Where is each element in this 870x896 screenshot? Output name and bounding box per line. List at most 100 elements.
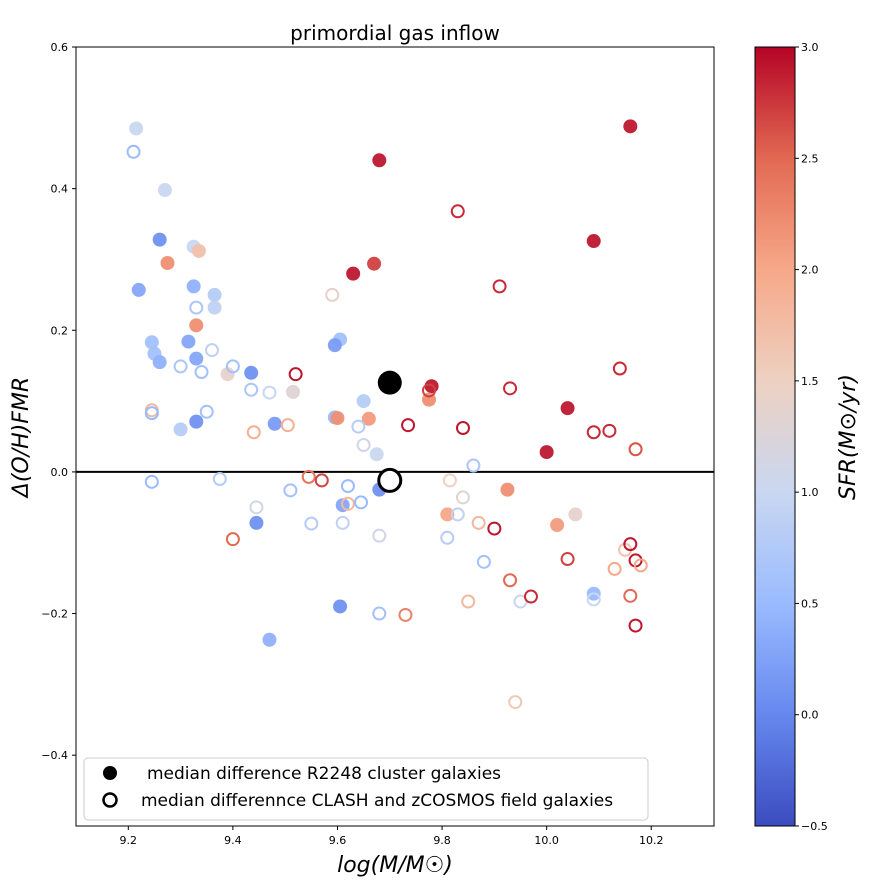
median-cluster-marker: [377, 370, 402, 395]
colorbar-tick-label: 1.5: [801, 375, 819, 388]
field-galaxy-point: [372, 606, 387, 621]
field-galaxy-point: [471, 515, 486, 530]
cluster-galaxy-point: [333, 599, 348, 614]
field-galaxy-point: [340, 479, 355, 494]
legend-marker-filled: [103, 766, 117, 780]
legend-box: [83, 757, 649, 821]
field-galaxy-point: [173, 359, 188, 374]
colorbar-tick-label: −0.5: [801, 820, 828, 833]
cluster-galaxy-point: [440, 507, 455, 522]
cluster-galaxy-point: [186, 279, 201, 294]
y-tick-label: −0.4: [41, 749, 68, 762]
field-galaxy-point: [586, 425, 601, 440]
field-galaxy-point: [325, 287, 340, 302]
field-galaxy-point: [508, 695, 523, 710]
field-galaxy-point: [612, 361, 627, 376]
field-galaxy-point: [503, 573, 518, 588]
cluster-galaxy-point: [500, 482, 515, 497]
field-galaxy-point: [351, 419, 366, 434]
field-galaxy-point: [225, 532, 240, 547]
field-galaxy-point: [225, 359, 240, 374]
cluster-galaxy-point: [191, 243, 206, 258]
median-field-marker: [377, 467, 403, 493]
cluster-galaxy-point: [286, 384, 301, 399]
field-galaxy-point: [607, 561, 622, 576]
field-galaxy-point: [262, 385, 277, 400]
colorbar-tick-label: 1.0: [801, 486, 819, 499]
field-galaxy-point: [623, 588, 638, 603]
cluster-galaxy-point: [249, 515, 264, 530]
field-galaxy-point: [249, 500, 264, 515]
legend-label-field: median differennce CLASH and zCOSMOS fie…: [141, 791, 613, 811]
field-galaxy-point: [314, 473, 329, 488]
colorbar-label: SFR(M⊙/yr): [836, 374, 861, 500]
field-galaxy-point: [450, 204, 465, 219]
cluster-galaxy-point: [220, 367, 235, 382]
field-galaxy-point: [204, 343, 219, 358]
cluster-galaxy-point: [550, 518, 565, 533]
field-galaxy-point: [126, 144, 141, 159]
field-galaxy-point: [144, 474, 159, 489]
field-galaxy-point: [356, 437, 371, 452]
cluster-galaxy-point: [346, 266, 361, 281]
field-galaxy-point: [280, 418, 295, 433]
cluster-galaxy-point: [560, 401, 575, 416]
field-galaxy-point: [194, 365, 209, 380]
cluster-galaxy-point: [623, 119, 638, 134]
field-galaxy-point: [455, 490, 470, 505]
cluster-galaxy-point: [189, 318, 204, 333]
cluster-galaxy-point: [367, 256, 382, 271]
chart-title: primordial gas inflow: [290, 21, 500, 45]
field-galaxy-point: [461, 594, 476, 609]
cluster-galaxy-point: [207, 300, 222, 315]
cluster-galaxy-point: [539, 445, 554, 460]
cluster-galaxy-point: [144, 335, 159, 350]
field-galaxy-point: [623, 537, 638, 552]
cluster-galaxy-point: [327, 338, 342, 353]
field-galaxy-point: [628, 618, 643, 633]
y-tick-label: 0.6: [51, 41, 69, 54]
plot-area: [76, 47, 714, 826]
field-galaxy-point: [283, 483, 298, 498]
field-galaxy-point: [189, 300, 204, 315]
legend-marker-open: [102, 792, 118, 808]
field-galaxy-point: [466, 458, 481, 473]
colorbar: [754, 46, 796, 827]
field-galaxy-point: [492, 279, 507, 294]
cluster-galaxy-point: [189, 351, 204, 366]
y-tick-label: 0.2: [51, 324, 69, 337]
field-galaxy-point: [144, 406, 159, 421]
cluster-galaxy-point: [267, 416, 282, 431]
cluster-galaxy-point: [157, 183, 172, 198]
field-galaxy-point: [340, 496, 355, 511]
y-tick-label: −0.2: [41, 608, 68, 621]
field-galaxy-point: [244, 382, 259, 397]
x-tick-label: 9.6: [329, 834, 347, 847]
field-galaxy-point: [354, 495, 369, 510]
legend: median difference R2248 cluster galaxies…: [83, 757, 649, 821]
legend-label-cluster: median difference R2248 cluster galaxies: [147, 764, 501, 784]
x-tick-label: 9.2: [120, 834, 138, 847]
cluster-galaxy-point: [173, 422, 188, 437]
x-tick-label: 9.4: [224, 834, 242, 847]
field-galaxy-point: [503, 381, 518, 396]
cluster-galaxy-point: [586, 234, 601, 249]
cluster-galaxy-point: [131, 282, 146, 297]
field-galaxy-point: [212, 471, 227, 486]
x-tick-label: 10.2: [639, 834, 664, 847]
x-tick-label: 10.0: [534, 834, 559, 847]
field-galaxy-point: [628, 442, 643, 457]
field-galaxy-point: [450, 507, 465, 522]
cluster-galaxy-point: [361, 411, 376, 426]
cluster-galaxy-point: [568, 507, 583, 522]
field-galaxy-point: [633, 558, 648, 573]
x-axis-label: log(M/M☉): [337, 853, 453, 878]
cluster-galaxy-point: [152, 355, 167, 370]
field-galaxy-point: [199, 404, 214, 419]
field-galaxy-point: [602, 423, 617, 438]
x-tick-label: 9.8: [433, 834, 451, 847]
field-galaxy-point: [440, 530, 455, 545]
cluster-galaxy-point: [244, 365, 259, 380]
plot-frame: [75, 46, 715, 827]
